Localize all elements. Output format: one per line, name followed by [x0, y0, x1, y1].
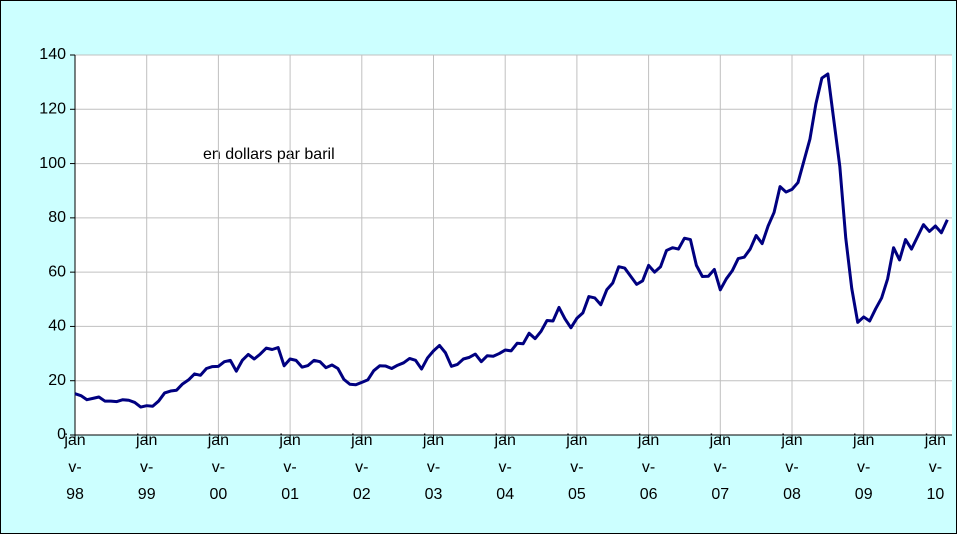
x-tick-label: jan v-01 — [278, 432, 300, 503]
x-tick-label: jan v-99 — [135, 432, 157, 503]
x-tick-label: jan v-03 — [422, 432, 444, 503]
price-line — [74, 72, 949, 409]
x-tick-label: jan v-98 — [63, 432, 85, 503]
y-tick-label: 0 — [57, 426, 66, 443]
y-tick-label: 80 — [48, 209, 66, 226]
annotation: en dollars par baril — [203, 146, 335, 163]
x-tick-label: jan v-06 — [637, 432, 659, 503]
x-tick-label: jan v-00 — [207, 432, 229, 503]
y-tick-label: 40 — [48, 318, 66, 335]
y-tick-label: 60 — [48, 263, 66, 280]
x-tick-label: jan v-09 — [852, 432, 874, 503]
x-tick-label: jan v-10 — [924, 432, 946, 503]
x-tick-label: jan v-05 — [565, 432, 587, 503]
plot-area — [75, 55, 952, 435]
y-tick-label: 20 — [48, 372, 66, 389]
x-tick-label: jan v-08 — [780, 432, 802, 503]
x-tick-label: jan v-04 — [494, 432, 516, 503]
y-tick-label: 140 — [39, 46, 66, 63]
x-tick-label: jan v-07 — [709, 432, 731, 503]
y-tick-label: 100 — [39, 155, 66, 172]
y-tick-label: 120 — [39, 101, 66, 118]
x-tick-label: jan v-02 — [350, 432, 372, 503]
